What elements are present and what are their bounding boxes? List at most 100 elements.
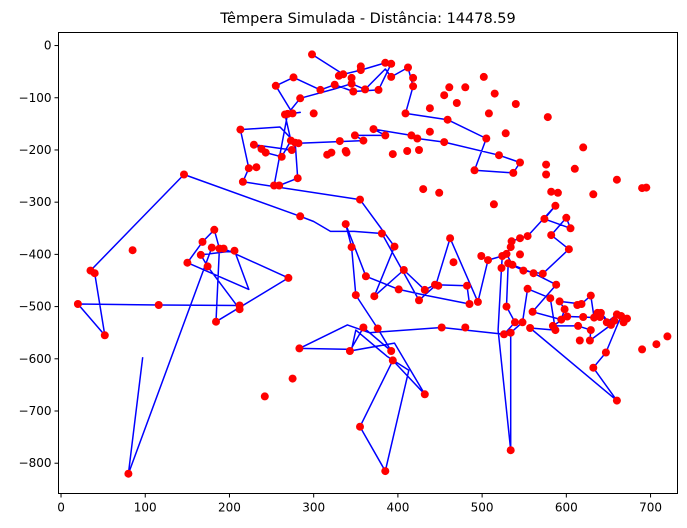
city-point (295, 344, 304, 353)
city-point (589, 190, 598, 199)
city-point (526, 324, 535, 332)
city-point (437, 323, 446, 332)
city-point (409, 73, 418, 82)
city-point (403, 147, 412, 155)
city-point (610, 316, 619, 325)
city-point (359, 323, 368, 332)
x-tick-label: 0 (57, 501, 65, 515)
city-point (509, 168, 518, 177)
city-point (291, 138, 300, 147)
city-point (244, 164, 253, 173)
city-point (219, 244, 228, 253)
city-point (420, 390, 429, 399)
city-point (342, 148, 351, 157)
city-point (349, 87, 358, 96)
city-point (387, 347, 396, 355)
city-point (401, 109, 410, 118)
city-point (425, 104, 434, 113)
city-point (445, 83, 454, 92)
city-point (309, 109, 318, 118)
x-tick-label: 200 (218, 501, 241, 515)
city-point (612, 396, 621, 405)
city-point (334, 71, 343, 80)
city-point (381, 58, 390, 67)
city-point (388, 150, 397, 159)
city-point (663, 332, 672, 341)
city-point (528, 307, 537, 316)
city-point (497, 264, 506, 272)
city-point (341, 220, 350, 229)
city-point (516, 234, 524, 243)
city-point (415, 296, 423, 305)
city-point (519, 266, 528, 275)
city-point (212, 317, 220, 326)
city-point (461, 83, 470, 92)
city-point (275, 181, 284, 190)
city-point (351, 291, 360, 300)
city-point (238, 177, 247, 186)
city-point (463, 281, 471, 290)
city-point (203, 262, 212, 271)
city-point (573, 301, 582, 309)
city-point (154, 301, 163, 309)
city-point (446, 234, 455, 243)
city-point (586, 291, 595, 300)
city-point (347, 79, 356, 88)
city-point (316, 85, 325, 94)
city-point (415, 146, 423, 154)
city-point (235, 305, 244, 314)
city-point (652, 340, 661, 349)
city-point (257, 144, 266, 153)
city-point (547, 187, 556, 196)
city-point (623, 314, 631, 323)
city-point (484, 256, 492, 265)
city-point (553, 188, 562, 197)
x-tick-label: 100 (134, 501, 157, 515)
city-point (180, 170, 188, 179)
city-point (419, 185, 428, 194)
city-point (518, 318, 527, 327)
city-point (557, 315, 566, 324)
city-point (473, 297, 482, 306)
city-point (574, 321, 583, 330)
city-point (373, 324, 382, 333)
city-point (435, 188, 444, 197)
city-point (516, 250, 524, 259)
city-point (330, 80, 339, 89)
city-point (602, 318, 611, 327)
city-point (407, 131, 416, 140)
city-point (482, 134, 491, 143)
city-point (73, 300, 82, 308)
city-point (484, 109, 493, 118)
chart-title: Têmpera Simulada - Distância: 14478.59 (219, 11, 516, 27)
city-point (642, 183, 651, 192)
city-point (477, 252, 486, 260)
city-point (461, 323, 470, 332)
city-point (196, 250, 205, 259)
city-point (538, 269, 547, 278)
city-point (495, 151, 503, 160)
city-point (585, 336, 594, 345)
city-point (377, 229, 386, 238)
y-tick-label: −700 (19, 404, 52, 418)
city-point (506, 446, 515, 455)
city-point (501, 129, 510, 138)
x-tick-label: 500 (471, 501, 494, 515)
city-point (230, 246, 239, 255)
city-point (387, 59, 396, 68)
x-axis: 0 100 200 300 400 500 600 700 (57, 493, 662, 515)
city-point (183, 258, 192, 267)
city-point (277, 152, 286, 161)
city-point (575, 336, 584, 345)
axes-frame (58, 32, 678, 494)
city-point (566, 224, 575, 233)
y-tick-label: −100 (19, 91, 52, 105)
y-tick-label: 0 (44, 39, 52, 53)
city-point (90, 269, 99, 278)
city-point (508, 260, 517, 269)
city-point (323, 150, 332, 159)
y-tick-label: −600 (19, 352, 52, 366)
city-point (369, 125, 378, 134)
city-point (612, 175, 621, 184)
